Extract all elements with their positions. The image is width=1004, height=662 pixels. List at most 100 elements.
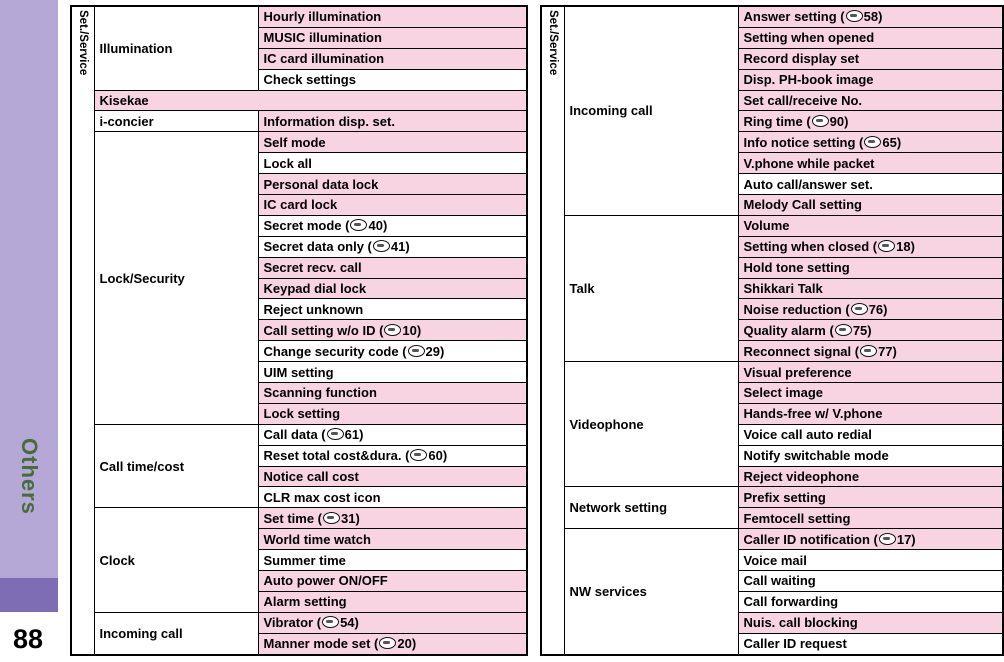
menu-item: Hold tone setting [737, 256, 1004, 279]
item-ref-number: 18) [896, 239, 915, 255]
table-row: Set./Service Illumination Hourly illuminat… [70, 5, 528, 656]
category-cell: Incoming call [93, 611, 259, 656]
item-label: Select image [743, 385, 824, 401]
item-label: Reject unknown [263, 301, 364, 317]
item-label: Check settings [263, 72, 356, 88]
page-ref-key-icon [878, 532, 896, 545]
item-label: Visual preference [743, 364, 852, 380]
menu-item: Reset total cost&dura. (60) [257, 444, 528, 467]
item-label: Set call/receive No. [743, 93, 863, 108]
item-ref-number: 31) [341, 510, 360, 526]
item-label: Reject videophone [743, 469, 860, 485]
table-row: Talk Volume [541, 214, 1004, 363]
table-row: Shikkari Talk [541, 277, 1004, 300]
category-cell: Videophone [563, 361, 739, 488]
page-ref-key-icon [878, 240, 896, 253]
page-ref-key-icon [379, 637, 397, 650]
page-ref-key-icon [322, 616, 340, 629]
item-label: Voice call auto redial [743, 427, 872, 443]
menu-item: Lock setting [257, 402, 528, 425]
table-row: Voice call auto redial [541, 423, 1004, 446]
table-row: Voice mail [541, 549, 1004, 572]
item-label: Scanning function [263, 385, 377, 401]
menu-item: Info notice setting (65) [737, 131, 1004, 154]
item-label: Notify switchable mode [743, 448, 889, 464]
item-label: Set time ( [263, 510, 323, 526]
table-row: Reject videophone [541, 465, 1004, 488]
item-ref-number: 17) [896, 531, 916, 547]
category-cell: Illumination [93, 5, 259, 91]
table-row: Auto power ON/OFF [71, 570, 528, 592]
menu-item: IC card lock [257, 194, 528, 216]
table-row: Call time/cost Call data (61) [71, 423, 528, 509]
menu-item: Caller ID notification (17) [737, 528, 1004, 551]
item-label: Notice call cost [263, 469, 359, 485]
item-label: Lock all [263, 155, 312, 171]
page-ref-key-icon [811, 114, 829, 127]
item-label: Nuis. call blocking [743, 615, 858, 631]
item-label: Voice mail [743, 552, 807, 568]
table-row: Info notice setting (65) [541, 131, 1004, 154]
menu-item: Secret recv. call [257, 256, 528, 279]
page-ref-key-icon [864, 135, 882, 148]
item-ref-number: 58) [863, 9, 883, 25]
menu-item: Noise reduction (76) [737, 298, 1004, 321]
item-label: Shikkari Talk [743, 281, 823, 297]
table-row: Select image [541, 382, 1004, 404]
menu-item: Voice call auto redial [737, 423, 1004, 446]
item-label: Volume [743, 218, 790, 234]
menu-item: Hourly illumination [257, 5, 528, 28]
item-label: Lock setting [263, 406, 341, 422]
menu-item: Manner mode set (20) [257, 632, 528, 656]
menu-item: Change security code (29) [257, 340, 528, 363]
table-row: UIM setting [71, 361, 528, 384]
item-label: Vibrator ( [263, 615, 322, 631]
page-ref-key-icon [407, 344, 425, 357]
item-label: Setting when closed ( [743, 239, 878, 255]
page-ref-key-icon [350, 219, 368, 232]
menu-item: Call data (61) [257, 423, 528, 446]
table-row: Videophone Visual preference [541, 361, 1004, 488]
table-row: Set call/receive No. [541, 89, 1004, 112]
item-label: Manner mode set ( [263, 636, 379, 652]
menu-item: Voice mail [737, 549, 1004, 572]
menu-item: Record display set [737, 47, 1004, 70]
menu-item: Alarm setting [257, 590, 528, 613]
menu-item: Reconnect signal (77) [737, 340, 1004, 363]
item-label: Alarm setting [263, 594, 347, 610]
table-row: Setting when opened [541, 26, 1004, 49]
menu-item: Quality alarm (75) [737, 319, 1004, 342]
table-row: Set./Service Incoming call Answer setting … [540, 5, 1004, 656]
page-ref-key-icon [860, 344, 878, 357]
item-label: Secret mode ( [263, 218, 350, 234]
menu-item: Check settings [257, 68, 528, 91]
category-cell: Call time/cost [93, 423, 259, 509]
table-row: Secret data only (41) [71, 235, 528, 258]
menu-item: Femtocell setting [737, 507, 1004, 530]
item-label: Self mode [263, 134, 326, 150]
item-ref-number: 40) [368, 218, 388, 234]
table-row: Kisekae [71, 89, 528, 112]
settings-table-left: Set./Service Illumination Hourly illuminat… [70, 5, 528, 656]
table-row: Hold tone setting [541, 256, 1004, 279]
item-ref-number: 10) [402, 322, 422, 338]
table-row: Call setting w/o ID (10) [71, 319, 528, 342]
menu-item: Volume [737, 214, 1004, 237]
page-ref-key-icon [834, 323, 852, 336]
item-ref-number: 65) [882, 134, 902, 150]
table-row: Keypad dial lock [71, 277, 528, 300]
menu-item: Call waiting [737, 570, 1004, 592]
menu-item: Disp. PH-book image [737, 68, 1004, 91]
table-row: Network setting Prefix setting [541, 486, 1004, 530]
table-row: CLR max cost icon [71, 486, 528, 509]
item-label: IC card illumination [263, 51, 385, 67]
item-label: Answer setting ( [743, 9, 845, 25]
category-cell: i-concier [93, 110, 259, 133]
category-cell: Talk [563, 214, 739, 363]
table-row: Disp. PH-book image [541, 68, 1004, 91]
section-label: Set./Service [76, 10, 89, 76]
table-row: Femtocell setting [541, 507, 1004, 530]
item-label: Auto call/answer set. [743, 176, 873, 192]
item-label: IC card lock [263, 197, 338, 213]
menu-item: Shikkari Talk [737, 277, 1004, 300]
